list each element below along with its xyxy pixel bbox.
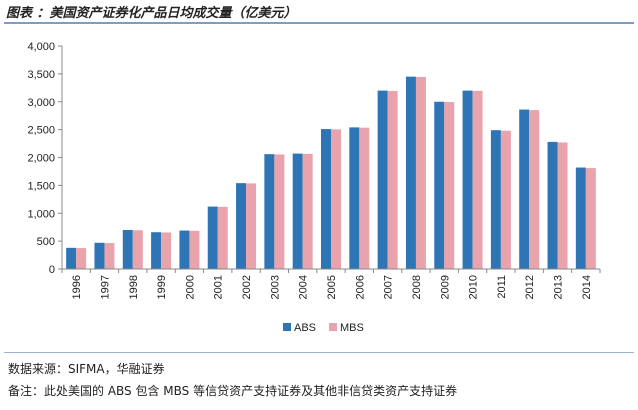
bar-abs-2008	[405, 76, 416, 269]
legend: ABS MBS	[283, 322, 364, 334]
bar-abs-2007	[377, 90, 388, 269]
bar-abs-1997	[94, 242, 105, 269]
bar-mbs-2011	[500, 130, 511, 269]
bar-mbs-2013	[557, 142, 568, 269]
x-tick-label: 2008	[411, 275, 423, 299]
bar-mbs-1999	[161, 232, 172, 269]
y-tick-label: 4,000	[27, 41, 55, 53]
x-axis-ticks: 1996 1997 1998 1999 2000 2001 2002 2003 2004 2005…	[61, 269, 601, 299]
x-tick-label: 2014	[581, 275, 593, 299]
bar-abs-2005	[321, 129, 331, 269]
bar-abs-2003	[264, 154, 275, 269]
bar-mbs-2001	[217, 206, 228, 269]
y-tick-label: 3,500	[27, 69, 55, 81]
bar-mbs-1996	[76, 248, 87, 269]
y-tick-label: 1,500	[27, 180, 55, 192]
bar-mbs-2012	[529, 110, 540, 269]
x-tick-label: 1999	[156, 275, 168, 299]
x-tick-label: 1997	[99, 275, 111, 299]
bar-abs-2012	[519, 109, 530, 270]
bar-group	[66, 76, 596, 270]
bar-mbs-2006	[359, 127, 370, 269]
x-tick-label: 2009	[439, 275, 451, 299]
x-tick-label: 2000	[184, 275, 196, 299]
x-tick-label: 2003	[269, 275, 281, 299]
top-rule	[4, 22, 634, 24]
bar-mbs-2002	[246, 183, 257, 269]
x-tick-label: 2002	[241, 275, 253, 299]
x-tick-label: 2005	[326, 275, 338, 299]
bar-abs-2006	[349, 127, 360, 270]
bar-mbs-2004	[302, 153, 313, 269]
bar-mbs-2009	[444, 102, 455, 269]
bar-abs-2009	[434, 101, 445, 269]
y-tick-label: 0	[49, 264, 55, 276]
bar-abs-1999	[151, 232, 162, 269]
bar-mbs-1997	[104, 243, 115, 269]
bar-abs-2004	[292, 153, 303, 269]
x-tick-label: 1996	[71, 275, 83, 299]
x-tick-label: 2013	[553, 275, 565, 299]
bar-abs-2010	[462, 90, 473, 269]
x-tick-label: 2010	[468, 275, 480, 299]
bar-abs-2014	[575, 167, 586, 269]
bar-mbs-2008	[415, 76, 426, 269]
bottom-rule	[4, 352, 634, 353]
bar-abs-2001	[207, 206, 218, 269]
legend-label-mbs: MBS	[340, 322, 364, 334]
bar-mbs-1998	[132, 230, 143, 269]
bar-mbs-2014	[585, 168, 596, 269]
y-tick-label: 3,000	[27, 97, 55, 109]
y-tick-label: 500	[37, 236, 55, 248]
legend-swatch-mbs	[329, 323, 337, 331]
source-note: 数据来源：SIFMA，华融证券	[8, 362, 165, 376]
bar-abs-1996	[66, 247, 77, 269]
y-tick-label: 2,500	[27, 125, 55, 137]
bar-mbs-2007	[387, 90, 398, 269]
remark-note: 备注：此处美国的 ABS 包含 MBS 等信贷资产支持证券及其他非信贷类资产支持…	[8, 384, 458, 398]
bar-mbs-2010	[472, 90, 483, 269]
y-tick-label: 1,000	[27, 208, 55, 220]
bar-abs-2011	[490, 130, 501, 269]
x-tick-label: 2011	[496, 275, 508, 299]
x-tick-label: 2007	[383, 275, 395, 299]
bar-abs-2002	[236, 183, 247, 269]
x-tick-label: 2001	[213, 275, 225, 299]
bar-mbs-2005	[331, 129, 341, 269]
bar-mbs-2003	[274, 154, 285, 269]
x-tick-label: 2006	[354, 275, 366, 299]
bar-abs-2013	[547, 141, 558, 269]
y-axis-ticks: 0 500 1,000 1,500 2,000 2,500 3,000 3,500 4,000	[27, 41, 62, 276]
legend-swatch-abs	[283, 323, 291, 331]
x-tick-label: 1998	[128, 275, 140, 299]
x-tick-label: 2004	[298, 275, 310, 299]
legend-label-abs: ABS	[294, 322, 316, 334]
bar-abs-2000	[179, 230, 190, 269]
figure-title: 图表 ：美国资产证券化产品日均成交量（亿美元）	[6, 6, 297, 21]
bar-mbs-2000	[189, 230, 200, 269]
y-tick-label: 2,000	[27, 153, 55, 165]
bar-abs-1998	[122, 229, 133, 269]
x-tick-label: 2012	[524, 275, 536, 299]
bar-chart: 05001,0001,5002,0002,5003,0003,5004,000 …	[27, 41, 601, 334]
